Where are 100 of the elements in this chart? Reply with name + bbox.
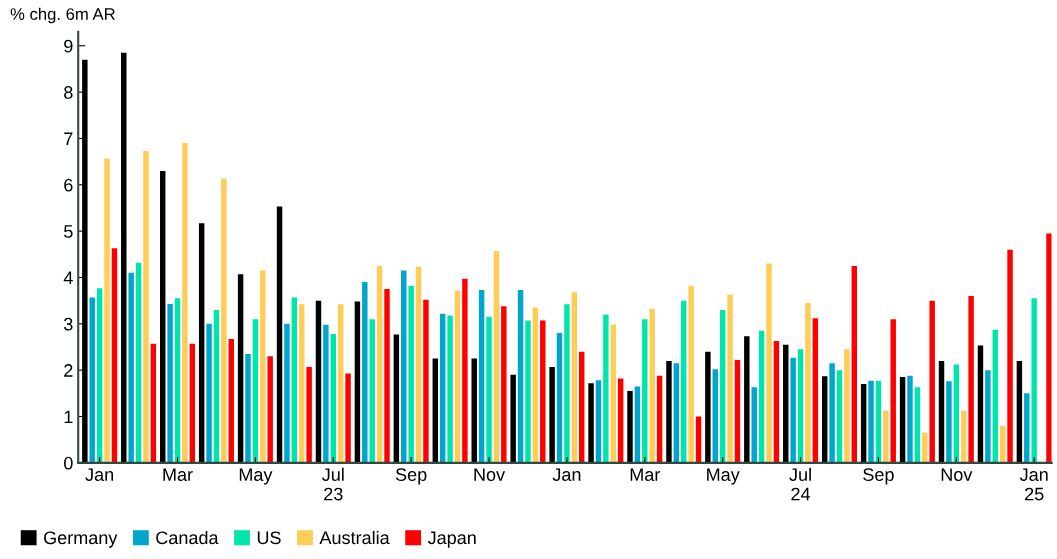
x-tick-label: Mar (630, 468, 661, 481)
x-tick-label: Nov (941, 468, 973, 481)
bar (501, 306, 507, 463)
bar (656, 375, 663, 463)
bar (744, 336, 750, 463)
bar (766, 263, 772, 463)
bar (228, 339, 234, 463)
bar (634, 386, 641, 463)
y-tick-label: 3 (64, 317, 73, 331)
y-tick-label: 0 (64, 456, 73, 470)
bar (252, 319, 259, 463)
bar (953, 364, 960, 463)
bar (666, 360, 672, 463)
bar (946, 381, 952, 463)
x-tick-label: Sep (395, 468, 427, 485)
x-tick-label: Jan 25 (1019, 468, 1048, 501)
bar (206, 323, 212, 463)
bar (89, 297, 95, 463)
bar (517, 289, 524, 463)
bar (354, 301, 361, 463)
bar (571, 292, 578, 463)
x-tick-label: Jan (552, 468, 581, 481)
bar (860, 384, 867, 463)
bar (1007, 249, 1013, 463)
bar (478, 289, 485, 463)
bar (393, 334, 400, 463)
bar (549, 366, 555, 463)
x-tick-label: Jan (85, 468, 114, 481)
bar (362, 282, 368, 463)
bar (408, 285, 414, 463)
bar (174, 298, 181, 463)
bar (323, 324, 329, 463)
bar (306, 366, 312, 463)
y-tick-label: 7 (64, 132, 73, 145)
bar (960, 410, 967, 463)
x-tick-label: Mar (163, 468, 193, 481)
bar (96, 288, 103, 463)
bar (345, 373, 351, 463)
bar (415, 266, 422, 463)
bar (532, 307, 539, 463)
bar (493, 251, 500, 463)
bar (734, 359, 741, 463)
bar (111, 248, 118, 463)
x-tick-label: Jul 24 (789, 467, 811, 501)
bar (510, 374, 516, 463)
y-tick-label: 1 (64, 410, 73, 424)
bar (1031, 298, 1037, 463)
bar (198, 223, 205, 463)
bar (376, 265, 383, 463)
bar (330, 334, 336, 463)
bar (384, 289, 390, 463)
bar (595, 380, 602, 463)
bar (705, 351, 711, 463)
bar (712, 369, 718, 463)
bar (758, 330, 765, 463)
bar (369, 319, 375, 463)
bar (221, 178, 227, 463)
bar (276, 206, 283, 463)
y-tick-label: 4 (63, 271, 73, 285)
bar (578, 351, 585, 463)
bar (167, 303, 173, 463)
legend-label: Australia (319, 530, 390, 545)
bar (213, 309, 220, 463)
bar (556, 333, 563, 463)
bar (610, 324, 616, 463)
bar (447, 315, 453, 463)
bar (237, 274, 244, 463)
y-axis-title: % chg. 6m AR (10, 7, 115, 24)
x-tick-label: Nov (474, 468, 506, 481)
bar (907, 375, 913, 463)
bar (673, 363, 680, 463)
bar (627, 391, 633, 463)
bar (159, 170, 166, 463)
bar (617, 378, 624, 463)
bar (783, 344, 789, 463)
bar (337, 304, 344, 463)
bar (883, 410, 889, 463)
bar (821, 376, 828, 463)
bar (805, 302, 811, 463)
legend-label: US (257, 531, 281, 545)
bar (649, 308, 655, 463)
bar (299, 304, 305, 463)
bar (1016, 360, 1023, 463)
bar (143, 150, 149, 463)
bar (773, 340, 780, 463)
bar (267, 356, 273, 463)
bar (938, 360, 945, 463)
bar (603, 314, 609, 463)
x-tick-label: Sep (863, 468, 894, 485)
bar (245, 353, 251, 463)
y-tick-label: 8 (64, 86, 73, 99)
y-tick-label: 2 (64, 364, 73, 377)
bar (929, 300, 935, 463)
bar (128, 272, 134, 463)
y-tick-label: 6 (64, 178, 73, 192)
bar (688, 285, 694, 463)
bar (751, 387, 757, 463)
bar (486, 316, 492, 463)
legend-label: Japan (427, 531, 476, 548)
x-tick-label: May (707, 468, 740, 485)
